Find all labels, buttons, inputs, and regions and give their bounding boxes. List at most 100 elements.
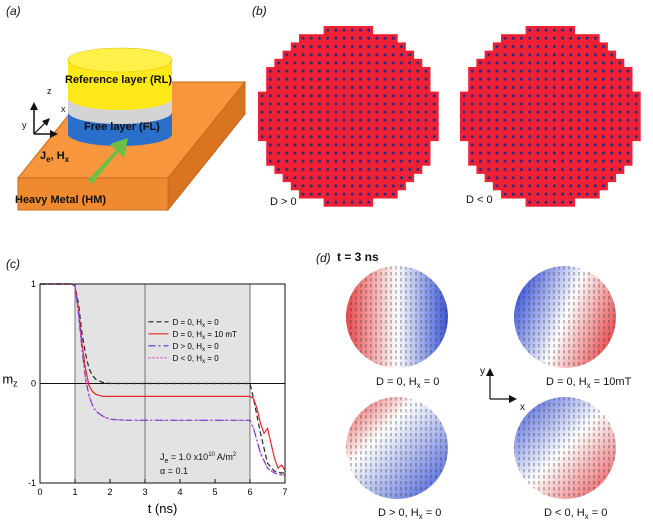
lattice-dot: [334, 192, 338, 196]
legend-label-4: D < 0, Hx = 0: [173, 354, 220, 365]
lattice-dot: [375, 94, 379, 98]
x-tick-label: 1: [72, 487, 77, 497]
lattice-dot: [487, 94, 491, 98]
lattice-dot: [610, 159, 614, 163]
lattice-dot: [350, 118, 354, 122]
lattice-dot: [391, 102, 395, 106]
lattice-dot: [391, 143, 395, 147]
lattice-dot: [520, 192, 523, 196]
lattice-dot: [561, 86, 564, 89]
lattice-dot: [602, 110, 605, 114]
lattice-dot: [503, 102, 507, 106]
lattice-dot: [375, 135, 379, 139]
lattice-dot: [618, 94, 622, 98]
lattice-dot: [350, 45, 354, 48]
lattice-dot: [326, 200, 330, 204]
lattice-dot: [552, 118, 556, 122]
lattice-dot: [585, 159, 589, 163]
lattice-dot: [536, 118, 540, 122]
lattice-dot: [479, 86, 482, 89]
lattice-dot: [326, 69, 330, 73]
lattice-dot: [585, 53, 589, 57]
lattice-dot: [569, 77, 573, 81]
lattice-dot: [585, 135, 589, 139]
lattice-dot: [277, 94, 280, 98]
lattice-dot: [536, 168, 540, 171]
lattice-dot: [318, 61, 321, 65]
lattice-dot: [375, 192, 379, 196]
lattice-dot: [528, 168, 532, 171]
lattice-dot: [610, 110, 614, 114]
lattice-dot: [400, 110, 403, 114]
lattice-dot: [350, 176, 354, 180]
snapshot-caption-2: D = 0, Hx = 10mT: [546, 376, 632, 391]
lattice-dot: [577, 53, 581, 57]
lattice-dot: [610, 168, 614, 171]
lattice-dot: [416, 151, 420, 155]
lattice-dot: [593, 159, 597, 163]
lattice-dot: [462, 118, 466, 122]
lattice-dot: [293, 86, 297, 89]
lattice-dot: [375, 86, 379, 89]
lattice-dot: [318, 168, 321, 171]
reference-layer-label: Reference layer (RL): [65, 74, 172, 86]
lattice-dot: [528, 28, 532, 32]
lattice-dot: [285, 143, 289, 147]
lattice-dot: [367, 143, 371, 147]
lattice-dot: [618, 168, 622, 171]
lattice-dot: [367, 102, 371, 106]
lattice-dot: [400, 69, 403, 73]
lattice-dot: [350, 151, 354, 155]
lattice-dot: [561, 61, 564, 65]
lattice-dot: [626, 135, 630, 139]
lattice-dot: [416, 168, 420, 171]
lattice-dot: [359, 61, 362, 65]
lattice-dot: [424, 135, 428, 139]
lattice-dot: [391, 159, 395, 163]
lattice-dot: [400, 184, 403, 188]
lattice-dot: [610, 77, 614, 81]
lattice-dot: [610, 61, 614, 65]
lattice-dot: [503, 151, 507, 155]
lattice-dot: [318, 102, 321, 106]
lattice-dot: [383, 168, 387, 171]
lattice-dot: [260, 135, 264, 139]
lattice-dot: [391, 168, 395, 171]
lattice-dot: [268, 159, 272, 163]
lattice-dot: [408, 176, 412, 180]
lattice-dot: [359, 127, 362, 130]
lattice-dot: [536, 135, 540, 139]
lattice-dot: [285, 61, 289, 65]
lattice-dot: [400, 102, 403, 106]
lattice-dot: [552, 176, 556, 180]
lattice-dot: [544, 69, 548, 73]
lattice-dot: [326, 110, 330, 114]
lattice-dot: [326, 192, 330, 196]
lattice-dot: [408, 110, 412, 114]
lattice-dot: [561, 184, 564, 188]
lattice-dot: [528, 86, 532, 89]
lattice-dot: [593, 184, 597, 188]
lattice-dot: [544, 86, 548, 89]
lattice-dot: [424, 143, 428, 147]
lattice-dot: [536, 151, 540, 155]
lattice-dot: [367, 61, 371, 65]
lattice-dot: [408, 127, 412, 130]
lattice-dot: [577, 45, 581, 48]
lattice-dot: [408, 86, 412, 89]
lattice-dot: [511, 184, 515, 188]
lattice-dot: [536, 184, 540, 188]
panel-b-label: (b): [252, 4, 267, 18]
lattice-dot: [268, 69, 272, 73]
lattice-dot: [544, 102, 548, 106]
lattice-dot: [416, 61, 420, 65]
lattice-dot: [391, 135, 395, 139]
lattice-dot: [602, 176, 605, 180]
lattice-dot: [528, 61, 532, 65]
lattice-dot: [593, 102, 597, 106]
lattice-dot: [301, 77, 305, 81]
lattice-dot: [602, 94, 605, 98]
lattice-dot: [511, 94, 515, 98]
lattice-dot: [593, 36, 597, 40]
lattice-dot: [326, 135, 330, 139]
